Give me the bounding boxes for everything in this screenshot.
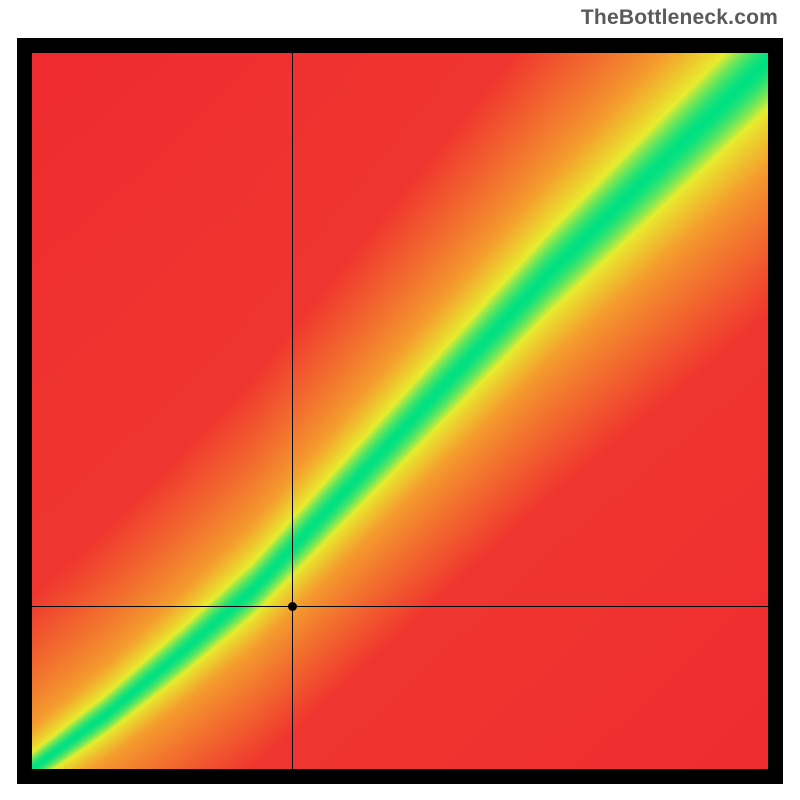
crosshair-vertical	[292, 53, 293, 769]
plot-outer-frame	[17, 38, 783, 784]
page-root: TheBottleneck.com	[0, 0, 800, 800]
attribution-text: TheBottleneck.com	[581, 6, 778, 30]
plot-area	[32, 53, 768, 769]
crosshair-horizontal	[32, 606, 768, 607]
heatmap-canvas	[32, 53, 768, 769]
crosshair-marker	[288, 602, 297, 611]
